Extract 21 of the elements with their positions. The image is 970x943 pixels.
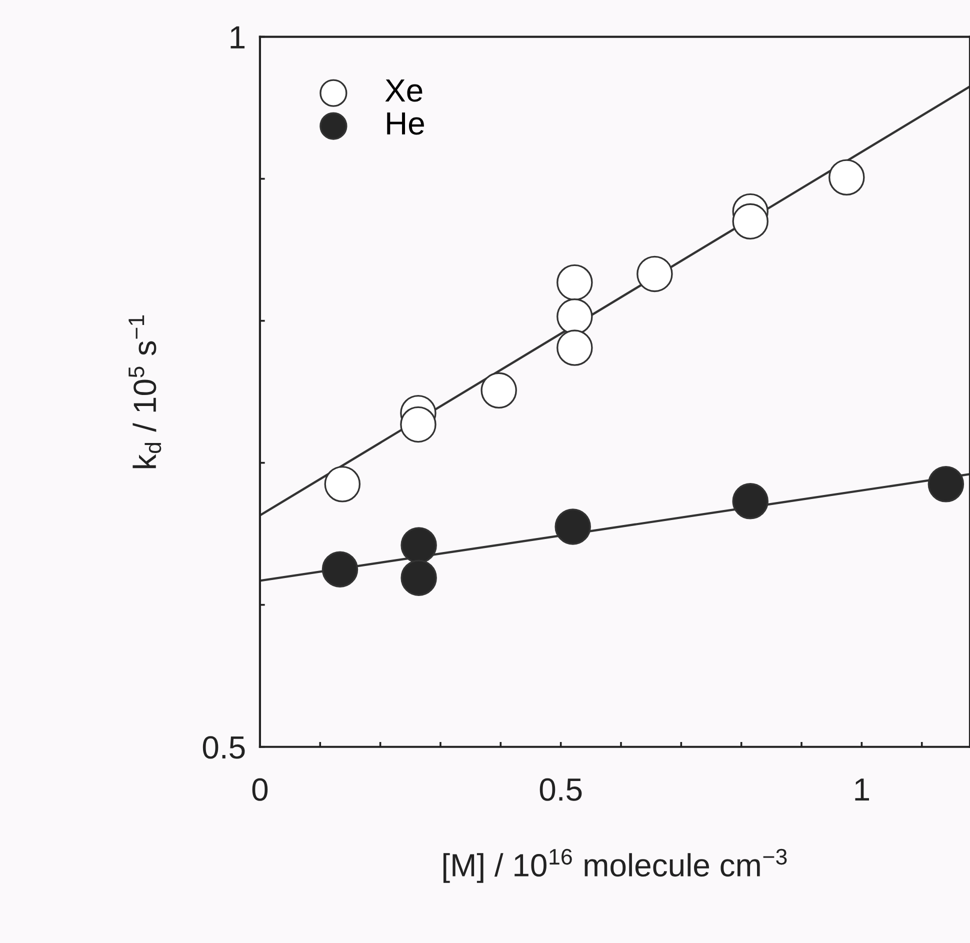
point [400,560,437,596]
point [732,203,768,240]
point [554,508,591,545]
point [636,256,673,292]
point [928,466,964,502]
x-tick-label: 1 [855,778,870,801]
point [480,372,517,409]
x-tick-label: 0 [252,778,268,801]
point [322,551,358,588]
point [324,466,361,502]
point [556,264,593,301]
point [732,483,768,520]
point [400,406,436,443]
point [828,159,865,196]
x-axis-title: [M] / 10$^{16}$ molecule cm$^{−3}$ [443,848,787,883]
point [400,527,437,564]
point [556,330,593,366]
y-axis-title: k$_{d}$ / 10$^{5}$ s$^{−1}$ [128,315,162,468]
x-tick-label: 0.5 [540,778,582,801]
legend-label: Xe [385,79,422,102]
legend-label: He [387,112,424,135]
